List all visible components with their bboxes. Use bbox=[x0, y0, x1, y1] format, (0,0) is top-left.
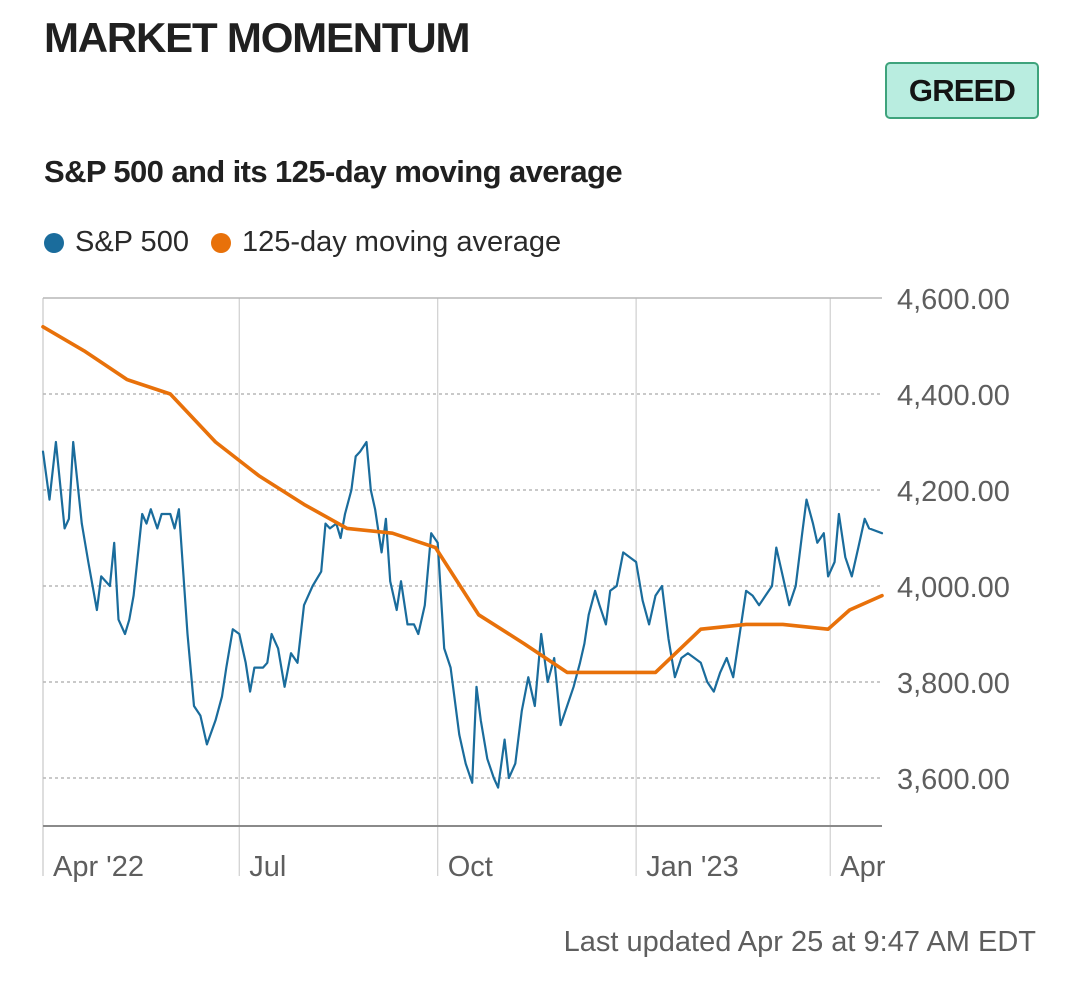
y-tick-label: 3,600.00 bbox=[897, 764, 1010, 796]
chart-legend: S&P 500 125-day moving average bbox=[44, 226, 583, 259]
series-line-moving-average bbox=[41, 325, 884, 675]
sentiment-badge: GREED bbox=[885, 62, 1039, 119]
y-tick-label: 4,200.00 bbox=[897, 476, 1010, 508]
line-chart: 3,600.00 3,800.00 4,000.00 4,200.00 4,400.00… bbox=[41, 284, 1010, 883]
y-tick-label: 4,600.00 bbox=[897, 284, 1010, 316]
legend-label-sp500: S&P 500 bbox=[75, 226, 189, 258]
x-tick-label: Oct bbox=[448, 851, 493, 883]
legend-dot-moving-average bbox=[210, 232, 231, 253]
x-tick-label: Jan '23 bbox=[646, 851, 739, 883]
y-tick-label: 4,000.00 bbox=[897, 572, 1010, 604]
legend-item-moving-average: 125-day moving average bbox=[210, 226, 562, 259]
legend-dot-sp500 bbox=[44, 232, 64, 253]
last-updated: Last updated Apr 25 at 9:47 AM EDT bbox=[563, 926, 1036, 958]
series-line-sp500 bbox=[41, 440, 884, 789]
x-tick-label: Apr '22 bbox=[53, 851, 144, 883]
chart-title: S&P 500 and its 125-day moving average bbox=[44, 154, 623, 189]
y-tick-label: 4,400.00 bbox=[897, 380, 1010, 412]
legend-item-sp500: S&P 500 bbox=[44, 226, 189, 259]
legend-label-moving-average: 125-day moving average bbox=[241, 226, 562, 258]
x-tick-label: Apr bbox=[840, 851, 885, 883]
x-tick-label: Jul bbox=[249, 851, 286, 883]
y-tick-label: 3,800.00 bbox=[897, 668, 1010, 700]
page-title: MARKET MOMENTUM bbox=[44, 14, 470, 61]
